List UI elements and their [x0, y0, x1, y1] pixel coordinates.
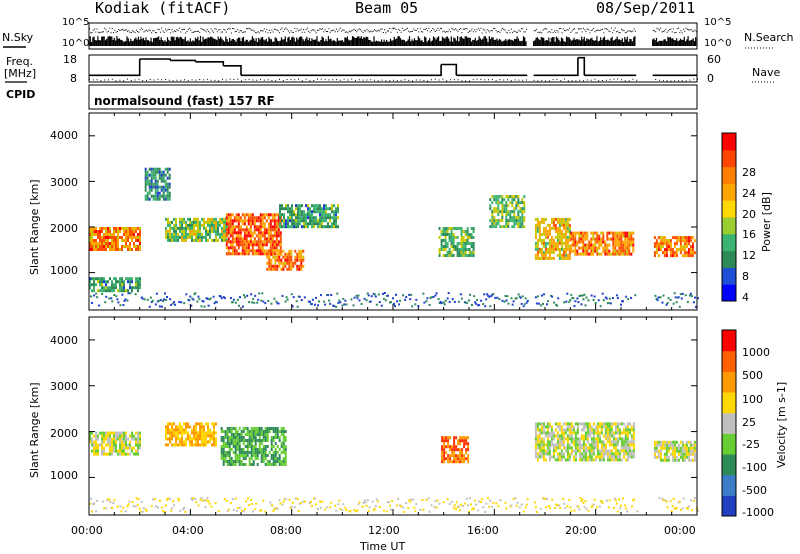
cpid-panel-frame [88, 84, 698, 110]
power-colorbar-segment [722, 217, 736, 235]
freq-tick-top: 18 [63, 53, 77, 66]
velocity-cb-tick-100: 100 [742, 393, 763, 406]
velocity-colorbar-segment [722, 454, 736, 476]
power-cb-tick-24: 24 [742, 187, 756, 200]
nsky-label: N.Sky [2, 31, 34, 44]
noise-panel-frame [88, 22, 698, 50]
cpid-label: CPID [6, 88, 36, 101]
velocity-colorbar-segment [722, 495, 736, 517]
power-colorbar-segment [722, 133, 736, 151]
power-colorbar-segment [722, 166, 736, 184]
xtick-12: 12:00 [368, 524, 400, 537]
velocity-colorbar-segment [722, 392, 736, 414]
velocity-cb-tick--500: -500 [742, 484, 767, 497]
power-ytick-2000: 2000 [50, 222, 78, 235]
freq-unit-label: [MHz] [4, 67, 37, 80]
velocity-colorbar-segment [722, 371, 736, 393]
power-panel-frame [88, 112, 698, 311]
nave-tick-bottom: 0 [707, 72, 714, 85]
velocity-cb-tick-500: 500 [742, 369, 763, 382]
power-ytick-3000: 3000 [50, 176, 78, 189]
velocity-colorbar-frame [721, 329, 737, 517]
beam-title: Beam 05 [355, 0, 419, 17]
power-colorbar-segment [722, 200, 736, 218]
nsearch-label: N.Search [744, 31, 794, 44]
power-colorbar-segment [722, 284, 736, 302]
power-ytick-4000: 4000 [50, 129, 78, 142]
xtick-20: 20:00 [565, 524, 597, 537]
noise-search-trace [89, 27, 697, 34]
station-title: Kodiak (fitACF) [95, 0, 231, 17]
power-cb-tick-8: 8 [742, 270, 749, 283]
velocity-cb-tick-1000: 1000 [742, 346, 770, 359]
noise-tick-right-top: 10^5 [704, 17, 732, 28]
power-colorbar-segment [722, 250, 736, 268]
xtick-08: 08:00 [270, 524, 302, 537]
nave-trace [89, 78, 698, 82]
power-ytick-1000: 1000 [50, 264, 78, 277]
power-colorbar-segment [722, 183, 736, 201]
noise-tick-left-bottom: 10^0 [62, 38, 90, 49]
nave-tick-top: 60 [707, 53, 721, 66]
power-colorbar-segment [722, 149, 736, 168]
freq-trace [89, 56, 697, 77]
power-cb-tick-16: 16 [742, 228, 756, 241]
power-colorbar-frame [721, 132, 737, 302]
noise-tick-right-bottom: 10^0 [704, 38, 732, 49]
velocity-colorbar-segment [722, 474, 736, 496]
velocity-cb-tick-25: 25 [742, 416, 756, 429]
power-colorbar-segment [722, 267, 736, 285]
velocity-colorbar-segment [722, 433, 736, 455]
velocity-panel-frame [88, 316, 698, 516]
velocity-colorbar-segment [722, 330, 736, 352]
velocity-ytick-1000: 1000 [50, 469, 78, 482]
cpid-value: normalsound (fast) 157 RF [94, 94, 275, 108]
date-title: 08/Sep/2011 [596, 0, 696, 17]
velocity-colorbar-segment [722, 412, 736, 434]
power-cb-tick-20: 20 [742, 208, 756, 221]
power-colorbar-segment [722, 233, 736, 252]
freq-tick-bottom: 8 [70, 72, 77, 85]
freq-label: Freq. [6, 55, 34, 68]
velocity-colorbar-segment [722, 350, 736, 372]
velocity-cb-tick--1000: -1000 [742, 506, 774, 519]
freq-panel-frame [88, 54, 698, 83]
power-cb-tick-4: 4 [742, 291, 749, 304]
velocity-ytick-3000: 3000 [50, 380, 78, 393]
noise-tick-left-top: 10^5 [62, 17, 90, 28]
nave-label: Nave [752, 66, 781, 79]
velocity-ytick-2000: 2000 [50, 427, 78, 440]
noise-sky-trace [88, 36, 697, 46]
power-cb-tick-28: 28 [742, 166, 756, 179]
velocity-cb-tick--100: -100 [742, 461, 767, 474]
power-rti-cells [89, 167, 699, 308]
power-cb-tick-12: 12 [742, 249, 756, 262]
xtick-24: 00:00 [664, 524, 696, 537]
velocity-cb-tick--25: -25 [742, 438, 760, 451]
xtick-04: 04:00 [172, 524, 204, 537]
xtick-16: 16:00 [467, 524, 499, 537]
xtick-00: 00:00 [71, 524, 103, 537]
velocity-rti-cells [89, 422, 699, 513]
x-axis-label: Time UT [360, 540, 406, 553]
velocity-ytick-4000: 4000 [50, 334, 78, 347]
